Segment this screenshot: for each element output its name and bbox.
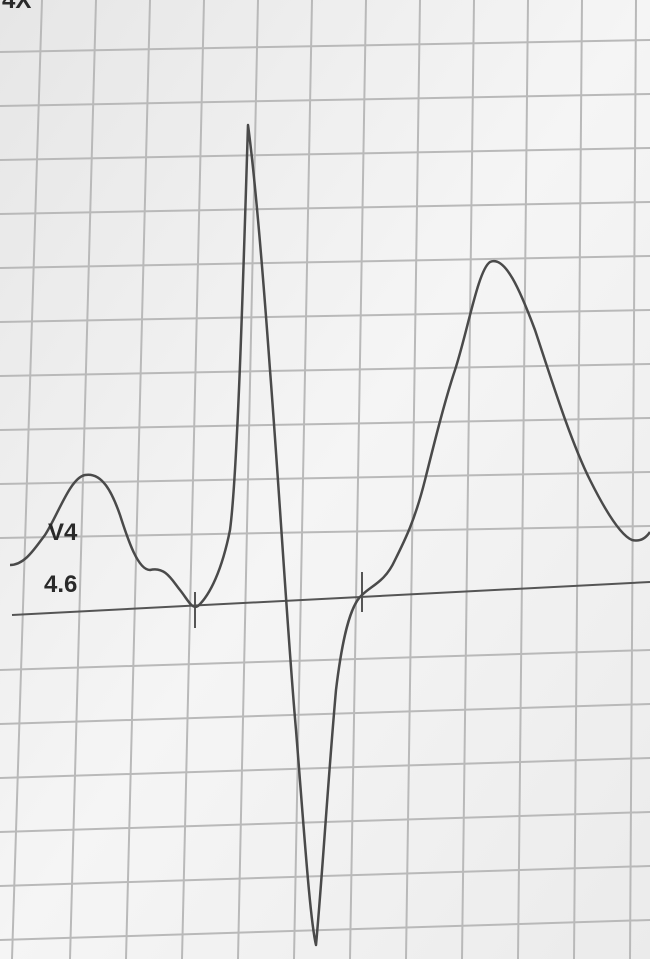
lead-name: V4	[48, 519, 78, 546]
header-label: 4X	[2, 0, 31, 14]
lead-value: 4.6	[44, 571, 77, 598]
ecg-trace	[9, 123, 650, 947]
baseline	[11, 581, 650, 616]
